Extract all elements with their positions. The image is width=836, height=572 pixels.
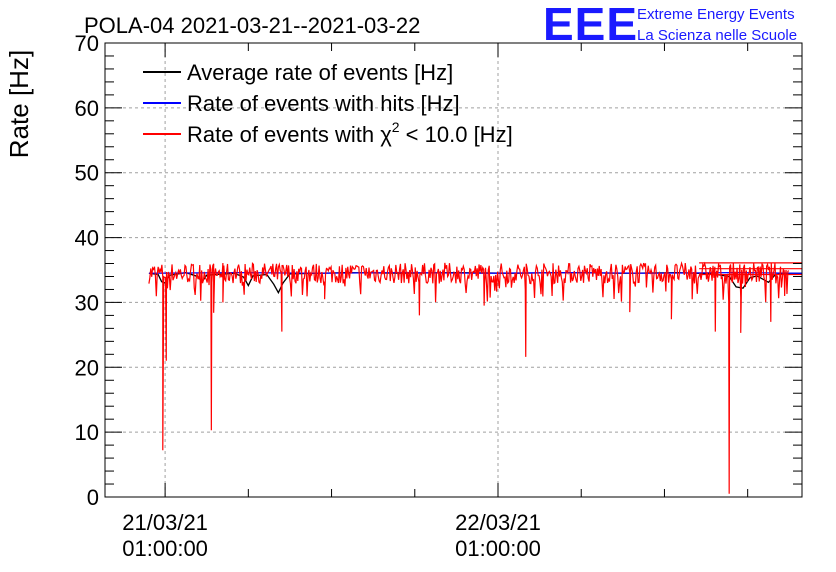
legend-chi2-prefix: Rate of events with χ bbox=[187, 122, 392, 147]
grid-lines bbox=[105, 43, 802, 497]
y-tick-label: 10 bbox=[75, 420, 99, 445]
legend: Average rate of events [Hz] Rate of even… bbox=[143, 60, 513, 147]
legend-label-chi2: Rate of events with χ2 < 10.0 [Hz] bbox=[187, 119, 513, 147]
legend-chi2-superscript: 2 bbox=[392, 119, 400, 135]
legend-chi2-suffix: < 10.0 [Hz] bbox=[400, 122, 513, 147]
y-tick-label: 50 bbox=[75, 161, 99, 186]
y-tick-label: 60 bbox=[75, 96, 99, 121]
eee-logo: EEE bbox=[543, 0, 638, 50]
legend-label-average: Average rate of events [Hz] bbox=[187, 60, 453, 85]
x-tick-label-time: 01:00:00 bbox=[122, 536, 208, 561]
y-tick-label: 0 bbox=[87, 485, 99, 510]
legend-entry-hits: Rate of events with hits [Hz] bbox=[143, 91, 460, 116]
y-tick-label: 40 bbox=[75, 226, 99, 251]
plot-frame bbox=[104, 42, 803, 498]
brand-line-2: La Scienza nelle Scuole bbox=[637, 27, 797, 44]
x-tick-label-date: 21/03/21 bbox=[122, 510, 208, 535]
y-tick-label: 20 bbox=[75, 355, 99, 380]
series-group bbox=[148, 261, 803, 494]
legend-entry-average: Average rate of events [Hz] bbox=[143, 60, 453, 85]
legend-label-hits: Rate of events with hits [Hz] bbox=[187, 91, 460, 116]
brand-line-1: Extreme Energy Events bbox=[637, 6, 795, 23]
legend-entry-chi2: Rate of events with χ2 < 10.0 [Hz] bbox=[143, 119, 513, 147]
y-tick-label: 70 bbox=[75, 31, 99, 56]
axes: 01020304050607021/03/2101:00:0022/03/210… bbox=[75, 31, 802, 561]
series-line-chi2 bbox=[148, 261, 790, 494]
chart-title: POLA-04 2021-03-21--2021-03-22 bbox=[84, 13, 420, 38]
y-axis-label: Rate [Hz] bbox=[4, 50, 34, 158]
x-tick-label-date: 22/03/21 bbox=[455, 510, 541, 535]
y-tick-label: 30 bbox=[75, 290, 99, 315]
x-tick-label-time: 01:00:00 bbox=[455, 536, 541, 561]
